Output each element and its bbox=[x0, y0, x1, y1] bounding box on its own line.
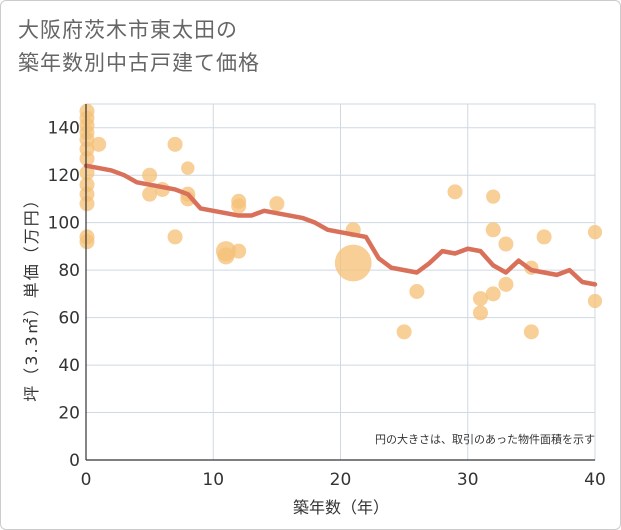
y-tick-label: 60 bbox=[58, 309, 80, 329]
data-bubble bbox=[486, 189, 501, 204]
data-bubble bbox=[181, 161, 195, 175]
chart-title: 大阪府茨木市東太田の 築年数別中古戸建て価格 bbox=[18, 14, 260, 80]
bubbles bbox=[79, 103, 603, 340]
chart-note: 円の大きさは、取引のあった物件面積を示す bbox=[375, 432, 595, 446]
data-bubble bbox=[142, 167, 158, 183]
data-bubble bbox=[472, 291, 488, 307]
data-bubble bbox=[79, 234, 95, 250]
data-bubble bbox=[167, 136, 183, 152]
data-bubble bbox=[334, 244, 372, 282]
y-tick-label: 140 bbox=[48, 119, 80, 139]
y-tick-label: 0 bbox=[69, 451, 80, 471]
y-tick-label: 40 bbox=[58, 356, 80, 376]
average-line-group bbox=[83, 163, 598, 287]
chart-title-line2: 築年数別中古戸建て価格 bbox=[18, 51, 260, 75]
y-tick-label: 80 bbox=[58, 261, 80, 281]
y-axis-title: 坪（3.3㎡）単価（万円） bbox=[22, 190, 41, 401]
x-tick-label: 40 bbox=[584, 470, 606, 490]
data-bubble bbox=[498, 276, 514, 292]
x-tick-label: 20 bbox=[330, 470, 352, 490]
x-axis-title: 築年数（年） bbox=[293, 498, 389, 517]
data-bubble bbox=[587, 293, 603, 309]
data-bubble bbox=[79, 151, 95, 167]
data-bubble bbox=[79, 196, 95, 212]
data-bubble bbox=[536, 229, 552, 245]
x-tick-label: 0 bbox=[81, 470, 92, 490]
grid bbox=[85, 103, 596, 461]
y-tick-label: 120 bbox=[48, 166, 80, 186]
data-bubble bbox=[231, 198, 247, 214]
average-price-line bbox=[83, 163, 598, 287]
data-bubble bbox=[167, 229, 183, 245]
y-tick-label: 20 bbox=[58, 404, 80, 424]
data-bubble bbox=[587, 225, 603, 240]
data-bubble bbox=[472, 305, 488, 321]
data-bubble bbox=[409, 283, 425, 299]
data-bubble bbox=[396, 324, 412, 340]
data-bubble bbox=[485, 222, 501, 238]
data-bubble bbox=[217, 247, 235, 265]
data-bubble bbox=[523, 324, 539, 340]
chart-title-line1: 大阪府茨木市東太田の bbox=[18, 18, 238, 42]
data-bubble bbox=[231, 243, 247, 259]
x-tick-label: 30 bbox=[457, 470, 479, 490]
data-bubble bbox=[79, 165, 95, 181]
data-bubble bbox=[447, 184, 463, 200]
axes bbox=[85, 104, 595, 461]
x-tick-label: 10 bbox=[202, 470, 224, 490]
data-bubble bbox=[269, 196, 285, 212]
tick-labels: 0 20 40 60 80 100 120 140 0 10 20 30 40 bbox=[48, 119, 606, 490]
data-bubble bbox=[485, 286, 501, 302]
data-bubble bbox=[498, 236, 514, 252]
data-bubble bbox=[142, 186, 158, 202]
y-tick-label: 100 bbox=[48, 214, 80, 234]
data-bubble bbox=[91, 136, 107, 152]
